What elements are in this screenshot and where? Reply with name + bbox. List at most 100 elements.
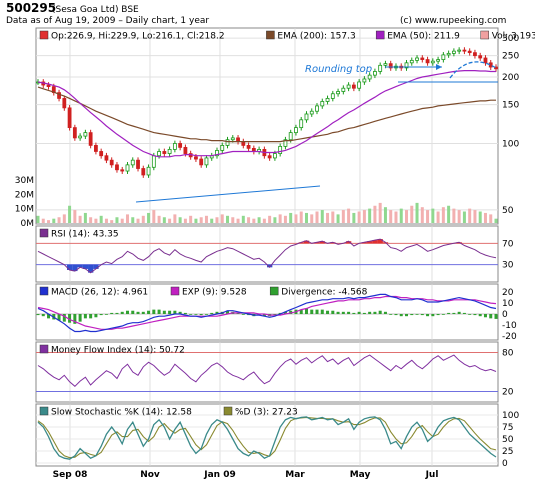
macd-divergence-bar bbox=[341, 311, 345, 314]
volume-bar bbox=[220, 214, 224, 223]
volume-bar bbox=[189, 215, 193, 223]
macd-divergence-bar bbox=[178, 311, 182, 314]
price-candle-body bbox=[120, 169, 125, 172]
stochastic-legend-label: %D (3): 27.23 bbox=[235, 408, 298, 418]
price-candle-body bbox=[162, 151, 167, 154]
volume-bar bbox=[78, 215, 82, 223]
volume-bar bbox=[289, 212, 293, 223]
price-candle-body bbox=[409, 59, 414, 64]
macd-divergence-bar bbox=[226, 310, 230, 314]
price-candle-body bbox=[199, 158, 204, 166]
volume-bar bbox=[483, 212, 487, 223]
volume-bar bbox=[57, 217, 61, 223]
price-candle-body bbox=[373, 71, 377, 76]
rsi-overbought-fill bbox=[319, 241, 325, 244]
price-y-tick-label: 200 bbox=[502, 73, 519, 83]
macd-divergence-bar bbox=[394, 314, 398, 316]
volume-bar bbox=[341, 210, 345, 223]
macd-legend-swatch bbox=[39, 286, 49, 296]
volume-bar bbox=[436, 211, 440, 223]
macd-divergence-bar bbox=[78, 314, 82, 322]
price-candle-body bbox=[404, 62, 409, 69]
volume-bar bbox=[457, 210, 461, 223]
volume-bar bbox=[47, 220, 51, 223]
price-candle-body bbox=[378, 64, 383, 72]
price-candle-body bbox=[83, 132, 88, 137]
stochastic-y-tick-label: 50 bbox=[502, 435, 514, 445]
macd-legend-swatch bbox=[269, 286, 279, 296]
price-candle-body bbox=[346, 84, 351, 89]
macd-legend-label: MACD (26, 12): 4.961 bbox=[51, 288, 148, 298]
macd-divergence-bar bbox=[452, 312, 456, 314]
price-candle-body bbox=[67, 107, 72, 129]
macd-divergence-bar bbox=[152, 309, 156, 314]
price-legend-label: Vol: 3.193M bbox=[492, 32, 535, 42]
volume-bar bbox=[147, 212, 151, 223]
macd-divergence-bar bbox=[41, 314, 45, 317]
rsi-oversold-fill bbox=[82, 264, 89, 269]
volume-bar bbox=[273, 217, 277, 223]
chart-copyright: (c) www.rupeeking.com bbox=[400, 16, 506, 26]
price-candle-body bbox=[220, 145, 225, 151]
volume-bar bbox=[62, 214, 66, 223]
volume-bar bbox=[310, 214, 314, 223]
rsi-line bbox=[37, 238, 497, 274]
price-candle-body bbox=[309, 110, 314, 115]
macd-divergence-bar bbox=[352, 312, 356, 314]
x-axis-tick-label: Mar bbox=[285, 470, 305, 480]
price-candle-body bbox=[441, 54, 446, 60]
price-candle-body bbox=[130, 159, 135, 166]
price-candle-body bbox=[146, 166, 151, 176]
price-candle-body bbox=[357, 81, 362, 89]
macd-divergence-bar bbox=[104, 314, 108, 315]
volume-bar bbox=[226, 215, 230, 223]
macd-divergence-bar bbox=[468, 314, 472, 315]
rounding-top-arc bbox=[449, 61, 497, 79]
volume-bar bbox=[215, 217, 219, 223]
volume-bar bbox=[378, 202, 382, 223]
volume-bar bbox=[304, 212, 308, 223]
macd-divergence-bar bbox=[62, 314, 66, 322]
macd-y-tick-label: 20 bbox=[502, 288, 514, 298]
macd-divergence-bar bbox=[115, 312, 119, 314]
volume-y-tick-label: 0M bbox=[21, 219, 35, 229]
stochastic-d-line bbox=[37, 416, 497, 459]
macd-divergence-bar bbox=[426, 314, 430, 317]
macd-divergence-bar bbox=[436, 314, 440, 316]
macd-divergence-bar bbox=[399, 314, 403, 317]
price-candle-body bbox=[172, 143, 177, 150]
price-candle-body bbox=[230, 137, 235, 141]
macd-divergence-bar bbox=[210, 312, 214, 314]
price-candle-body bbox=[157, 151, 161, 157]
macd-divergence-bar bbox=[168, 310, 172, 314]
macd-divergence-bar bbox=[99, 314, 103, 316]
price-candle-body bbox=[420, 57, 425, 60]
volume-y-tick-label: 30M bbox=[15, 176, 34, 186]
volume-bar bbox=[131, 217, 135, 223]
stochastic-y-tick-label: 0 bbox=[502, 459, 508, 469]
price-y-tick-label: 250 bbox=[502, 52, 519, 62]
price-candle-body bbox=[467, 50, 472, 54]
rounding-top-annotation: Rounding top bbox=[305, 64, 372, 75]
macd-divergence-bar bbox=[147, 310, 151, 314]
volume-bar bbox=[204, 215, 208, 223]
macd-y-tick-label: 10 bbox=[502, 299, 514, 309]
rsi-oversold-fill bbox=[93, 264, 99, 269]
stochastic-k-line bbox=[37, 416, 497, 460]
volume-bar bbox=[157, 215, 161, 223]
volume-bar bbox=[431, 208, 435, 223]
price-candle-body bbox=[78, 135, 83, 139]
volume-bar bbox=[352, 212, 356, 223]
macd-divergence-bar bbox=[199, 314, 203, 316]
price-candle-body bbox=[325, 98, 330, 102]
macd-divergence-bar bbox=[157, 309, 161, 314]
macd-divergence-bar bbox=[405, 314, 409, 317]
price-candle-body bbox=[62, 98, 67, 109]
ema200-line bbox=[37, 86, 496, 143]
chart-symbol: 500295 bbox=[6, 1, 56, 15]
rsi-panel-frame bbox=[35, 225, 499, 283]
price-panel-frame bbox=[35, 27, 499, 225]
macd-divergence-bar bbox=[320, 309, 324, 314]
price-candle-body bbox=[136, 159, 140, 169]
macd-legend-label: Divergence: -4.568 bbox=[281, 288, 367, 298]
